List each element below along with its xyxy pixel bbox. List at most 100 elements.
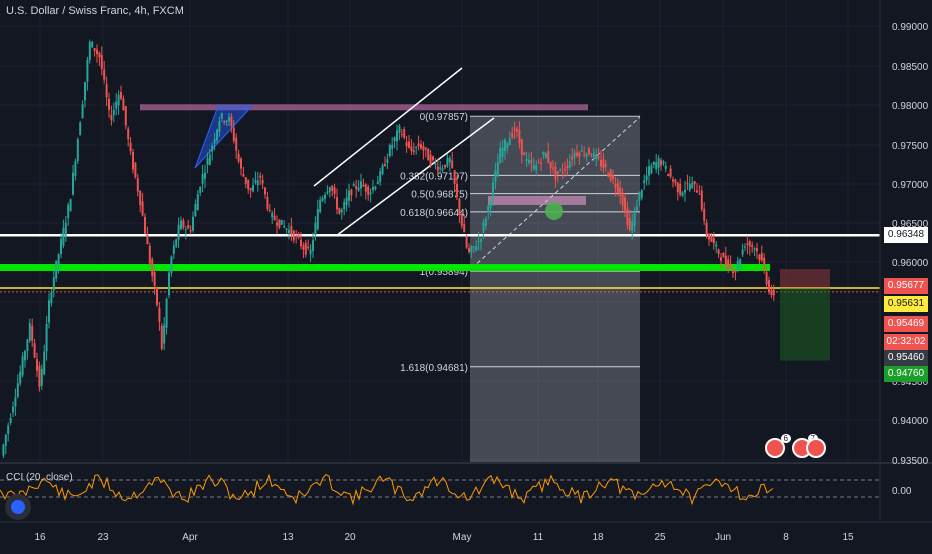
candle-body (36, 359, 38, 371)
candle-body (758, 254, 761, 261)
candle-body (295, 235, 298, 237)
candle-body (297, 234, 300, 238)
candle-body (328, 187, 331, 192)
time-axis-label: 8 (783, 532, 789, 543)
candle-body (237, 153, 240, 162)
candle-body (208, 154, 211, 166)
candle-body (19, 371, 22, 384)
candle-body (523, 152, 526, 156)
candle-body (249, 187, 252, 191)
time-axis-label: 16 (34, 532, 46, 543)
candle-body (724, 255, 727, 265)
candle-body (741, 249, 744, 255)
candle-body (108, 98, 110, 110)
candle-body (213, 139, 216, 144)
candle-body (369, 192, 372, 194)
candle-body (585, 153, 588, 157)
candle-body (494, 170, 497, 183)
tradingview-logo[interactable] (5, 494, 31, 520)
candle-body (230, 116, 233, 126)
candle-body (540, 163, 542, 165)
candle-body (374, 186, 377, 189)
candle-body (348, 190, 350, 201)
candle-body (110, 114, 113, 121)
candle-body (482, 222, 485, 232)
candle-body (470, 246, 473, 253)
candle-body (568, 161, 571, 168)
candle-body (609, 169, 612, 181)
logo-dot (11, 500, 25, 514)
candle-body (422, 146, 425, 151)
candle-body (252, 185, 254, 192)
candle-body (396, 130, 398, 142)
candle-body (444, 164, 446, 168)
candle-body (256, 180, 259, 186)
candle-body (436, 166, 439, 171)
candle-body (693, 181, 696, 185)
candle-body (290, 226, 293, 235)
candle-body (338, 208, 341, 214)
candle-body (400, 134, 403, 136)
price-tag: 0.95631 (884, 296, 928, 312)
candle-body (386, 159, 389, 163)
candle-body (655, 162, 658, 170)
candle-body (350, 189, 353, 196)
candle-body (72, 172, 74, 195)
candle-body (76, 139, 79, 162)
candle-body (768, 280, 770, 293)
price-axis-label: 0.98500 (892, 62, 929, 73)
economic-event-icon[interactable] (806, 438, 826, 458)
candle-body (403, 129, 406, 138)
candle-body (746, 243, 749, 245)
candle-body (710, 235, 713, 242)
candle-body (340, 209, 343, 213)
candle-body (506, 143, 509, 149)
candle-body (172, 245, 175, 255)
candle-body (393, 137, 396, 142)
candle-body (192, 216, 194, 231)
economic-event-icon[interactable]: 6 (765, 434, 791, 458)
candle-body (760, 253, 763, 261)
supply-zone (488, 196, 586, 205)
price-tag: 0.95460 (884, 350, 928, 366)
fib-level-label: 1.618(0.94681) (400, 363, 468, 374)
candle-body (525, 158, 528, 161)
candle-body (614, 184, 617, 188)
candle-body (489, 201, 492, 209)
candle-body (144, 216, 146, 234)
candle-body (717, 249, 720, 255)
candle-body (316, 209, 319, 230)
candle-body (266, 196, 269, 210)
candle-body (84, 82, 86, 101)
price-axis-label: 0.97000 (892, 180, 929, 191)
candle-body (441, 168, 444, 171)
candle-body (580, 150, 583, 152)
resistance-band (140, 104, 588, 111)
candle-body (604, 164, 607, 167)
candle-body (751, 244, 754, 247)
candle-body (79, 122, 82, 136)
candle-body (727, 259, 730, 270)
candle-body (424, 147, 427, 150)
candle-body (681, 192, 684, 196)
price-axis-label: 0.99000 (892, 22, 929, 33)
candle-body (590, 155, 593, 157)
candle-body (398, 125, 401, 133)
candle-body (619, 187, 622, 196)
candle-body (429, 154, 432, 166)
candle-body (602, 159, 605, 168)
candle-body (715, 244, 718, 247)
candle-body (484, 218, 487, 227)
candle-body (100, 55, 103, 69)
candle-body (686, 183, 689, 185)
candle-body (532, 164, 535, 170)
candle-body (146, 234, 149, 245)
candle-body (69, 199, 72, 212)
candle-body (432, 156, 434, 161)
candle-body (156, 287, 158, 305)
candle-body (453, 170, 456, 184)
candle-body (388, 144, 391, 157)
candle-body (33, 343, 36, 358)
